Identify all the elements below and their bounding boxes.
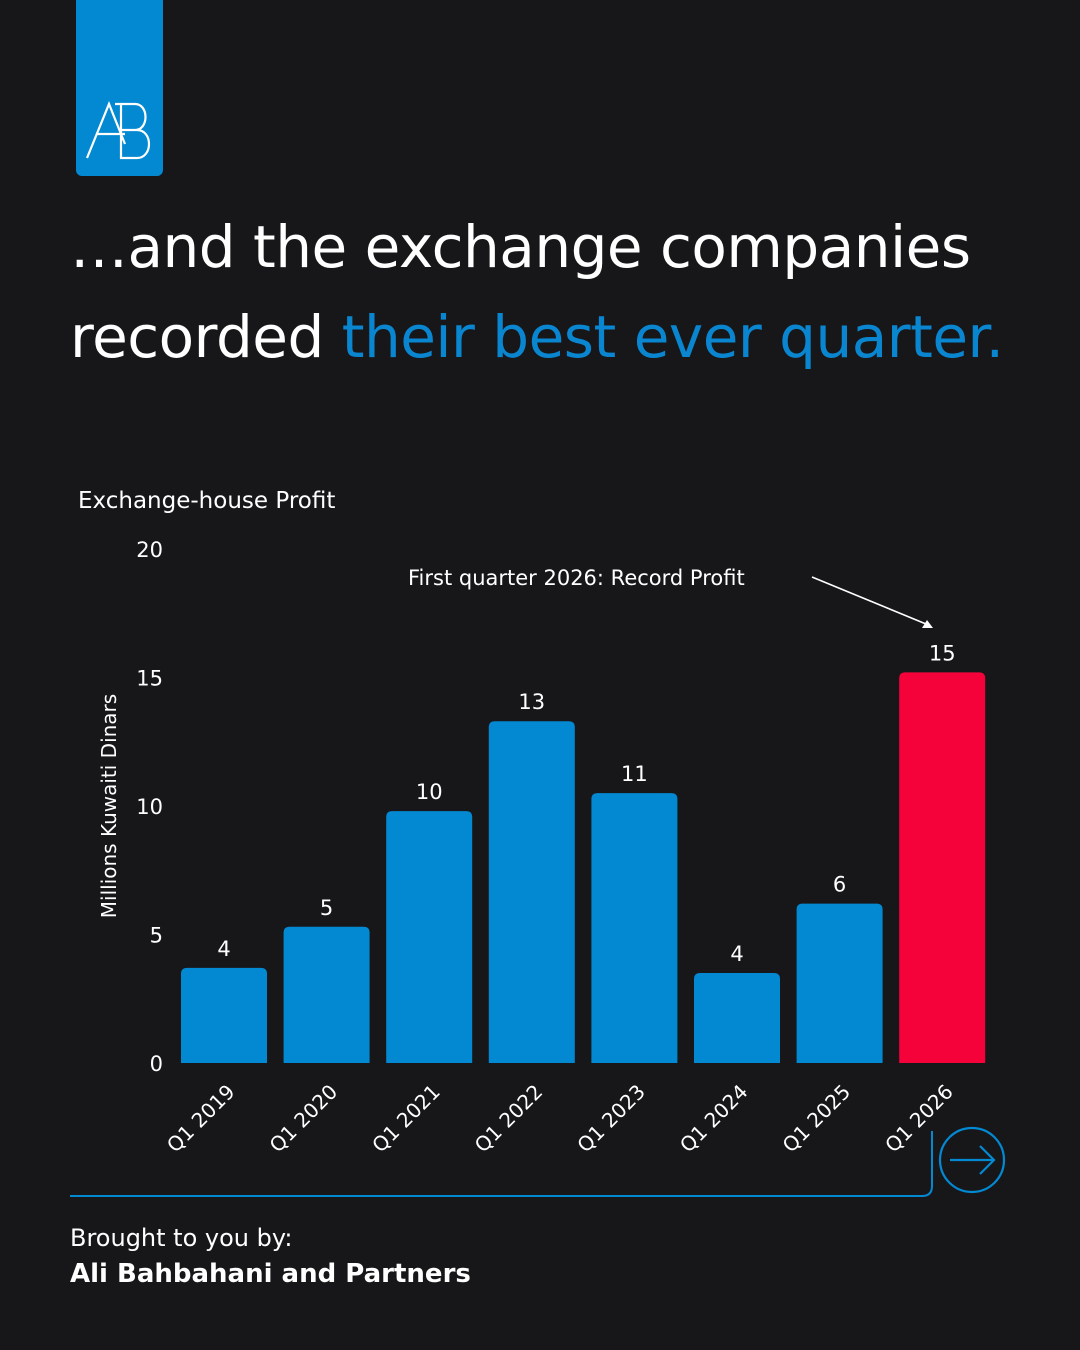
bar	[694, 973, 780, 1063]
x-tick-label: Q1 2025	[778, 1080, 856, 1158]
annotation-text: First quarter 2026: Record Profit	[408, 566, 745, 590]
headline-line-1: …and the exchange companies	[70, 213, 971, 281]
y-tick-label: 10	[136, 795, 163, 819]
x-tick-label: Q1 2024	[675, 1080, 753, 1158]
bar-data-label: 10	[416, 780, 443, 804]
bar-data-label: 11	[621, 762, 648, 786]
bar	[386, 811, 473, 1063]
annotation-arrowhead	[922, 620, 933, 628]
x-tick-label: Q1 2022	[470, 1080, 548, 1158]
bar-data-label: 13	[518, 690, 545, 714]
bar	[283, 926, 370, 1063]
x-tick-label: Q1 2020	[265, 1080, 343, 1158]
bar	[181, 967, 267, 1063]
headline-accent: their best ever quarter.	[341, 303, 1004, 371]
chart-title: Exchange-house Profit	[78, 488, 336, 514]
bar-data-label: 6	[833, 873, 846, 897]
headline: …and the exchange companies recorded the…	[70, 202, 1050, 382]
bar-data-label: 4	[217, 937, 230, 961]
headline-line-2: recorded	[70, 303, 342, 371]
arrow-right-circle-icon[interactable]	[938, 1126, 1006, 1194]
y-tick-label: 5	[150, 924, 163, 948]
x-tick-label: Q1 2019	[162, 1080, 240, 1158]
y-tick-label: 0	[150, 1052, 163, 1076]
footer-brand: Ali Bahbahani and Partners	[70, 1259, 471, 1289]
bar-chart: 0 5 10 15 20 Millions Kuwaiti Dinars 4 Q1 2019 5…	[70, 538, 986, 1197]
bar	[796, 903, 883, 1063]
x-tick-label: Q1 2021	[367, 1080, 445, 1158]
bar-data-label: 15	[929, 641, 956, 665]
bar	[488, 721, 575, 1063]
y-tick-label: 15	[136, 667, 163, 691]
bar-data-label: 5	[320, 896, 333, 920]
bar-data-label: 4	[730, 942, 743, 966]
brand-logo	[76, 0, 163, 176]
ab-monogram-icon	[85, 101, 151, 160]
footer-divider	[70, 1131, 933, 1197]
y-axis-label: Millions Kuwaiti Dinars	[97, 694, 121, 918]
footer-lead: Brought to you by:	[70, 1224, 293, 1252]
x-tick-label: Q1 2023	[572, 1080, 650, 1158]
y-tick-label: 20	[136, 538, 163, 562]
bar	[591, 793, 678, 1063]
bar	[899, 672, 986, 1063]
annotation-arrow	[811, 576, 927, 625]
